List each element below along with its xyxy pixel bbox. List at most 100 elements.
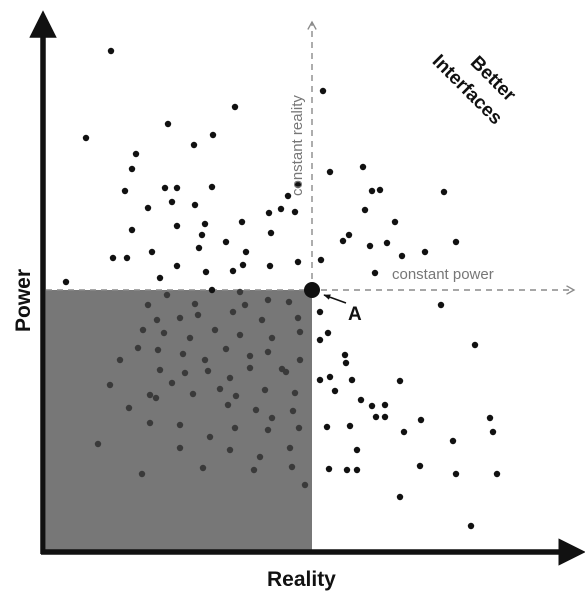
data-point xyxy=(366,242,374,250)
data-point xyxy=(371,269,379,277)
data-point xyxy=(471,341,479,349)
data-point xyxy=(345,231,353,239)
data-point xyxy=(156,274,164,282)
point-a xyxy=(304,282,320,298)
data-point xyxy=(236,331,244,339)
data-point xyxy=(154,346,162,354)
data-point xyxy=(282,368,290,376)
data-point xyxy=(325,465,333,473)
data-point xyxy=(181,369,189,377)
point-a-label: A xyxy=(348,304,362,325)
data-point xyxy=(246,364,254,372)
data-point xyxy=(353,446,361,454)
data-point xyxy=(289,407,297,415)
data-point xyxy=(268,334,276,342)
data-point xyxy=(295,424,303,432)
data-point xyxy=(152,394,160,402)
data-point xyxy=(160,329,168,337)
data-point xyxy=(208,286,216,294)
data-point xyxy=(239,261,247,269)
data-point xyxy=(231,424,239,432)
data-point xyxy=(346,422,354,430)
data-point xyxy=(285,298,293,306)
data-point xyxy=(291,208,299,216)
data-point xyxy=(226,374,234,382)
data-point xyxy=(286,444,294,452)
data-point xyxy=(226,446,234,454)
data-point xyxy=(134,344,142,352)
point-a-pointer xyxy=(323,294,347,304)
data-point xyxy=(123,254,131,262)
data-point xyxy=(229,308,237,316)
data-point xyxy=(316,308,324,316)
data-point xyxy=(326,168,334,176)
data-point xyxy=(209,131,217,139)
data-point xyxy=(316,336,324,344)
data-point xyxy=(201,356,209,364)
data-point xyxy=(156,366,164,374)
data-point xyxy=(204,367,212,375)
data-point xyxy=(132,150,140,158)
data-point xyxy=(191,300,199,308)
data-point xyxy=(189,390,197,398)
data-point xyxy=(176,444,184,452)
data-point xyxy=(242,248,250,256)
data-point xyxy=(222,238,230,246)
data-point xyxy=(224,401,232,409)
better-interfaces-label: Better Interfaces xyxy=(428,51,520,129)
data-point xyxy=(361,206,369,214)
data-point xyxy=(164,120,172,128)
data-point xyxy=(176,421,184,429)
data-point xyxy=(284,192,292,200)
constant-reality-label: constant reality xyxy=(289,95,306,196)
constant-power-label: constant power xyxy=(392,266,494,283)
data-point xyxy=(396,377,404,385)
data-point xyxy=(206,433,214,441)
data-point xyxy=(128,226,136,234)
data-point xyxy=(252,406,260,414)
data-point xyxy=(146,419,154,427)
data-point xyxy=(440,188,448,196)
data-point xyxy=(342,359,350,367)
data-point xyxy=(222,345,230,353)
data-point xyxy=(296,356,304,364)
data-point xyxy=(236,288,244,296)
data-point xyxy=(359,163,367,171)
data-point xyxy=(231,103,239,111)
data-point xyxy=(277,205,285,213)
data-point xyxy=(261,386,269,394)
data-point xyxy=(368,402,376,410)
data-point xyxy=(452,238,460,246)
data-point xyxy=(437,301,445,309)
dominated-region xyxy=(46,290,312,552)
data-point xyxy=(489,428,497,436)
data-point xyxy=(238,218,246,226)
data-point xyxy=(94,440,102,448)
data-point xyxy=(383,239,391,247)
data-point xyxy=(323,423,331,431)
data-point xyxy=(417,416,425,424)
data-point xyxy=(353,466,361,474)
data-point xyxy=(316,376,324,384)
data-point xyxy=(331,387,339,395)
data-point xyxy=(144,204,152,212)
data-point xyxy=(288,463,296,471)
data-point xyxy=(121,187,129,195)
data-point xyxy=(173,262,181,270)
data-point xyxy=(348,376,356,384)
data-point xyxy=(146,391,154,399)
data-point xyxy=(376,186,384,194)
data-point xyxy=(416,462,424,470)
y-axis-title: Power xyxy=(12,269,35,332)
data-point xyxy=(264,426,272,434)
data-point xyxy=(138,470,146,478)
data-point xyxy=(211,326,219,334)
data-point xyxy=(232,392,240,400)
data-point xyxy=(493,470,501,478)
data-point xyxy=(176,314,184,322)
data-point xyxy=(421,248,429,256)
data-point xyxy=(190,141,198,149)
data-point xyxy=(266,262,274,270)
data-point xyxy=(357,396,365,404)
